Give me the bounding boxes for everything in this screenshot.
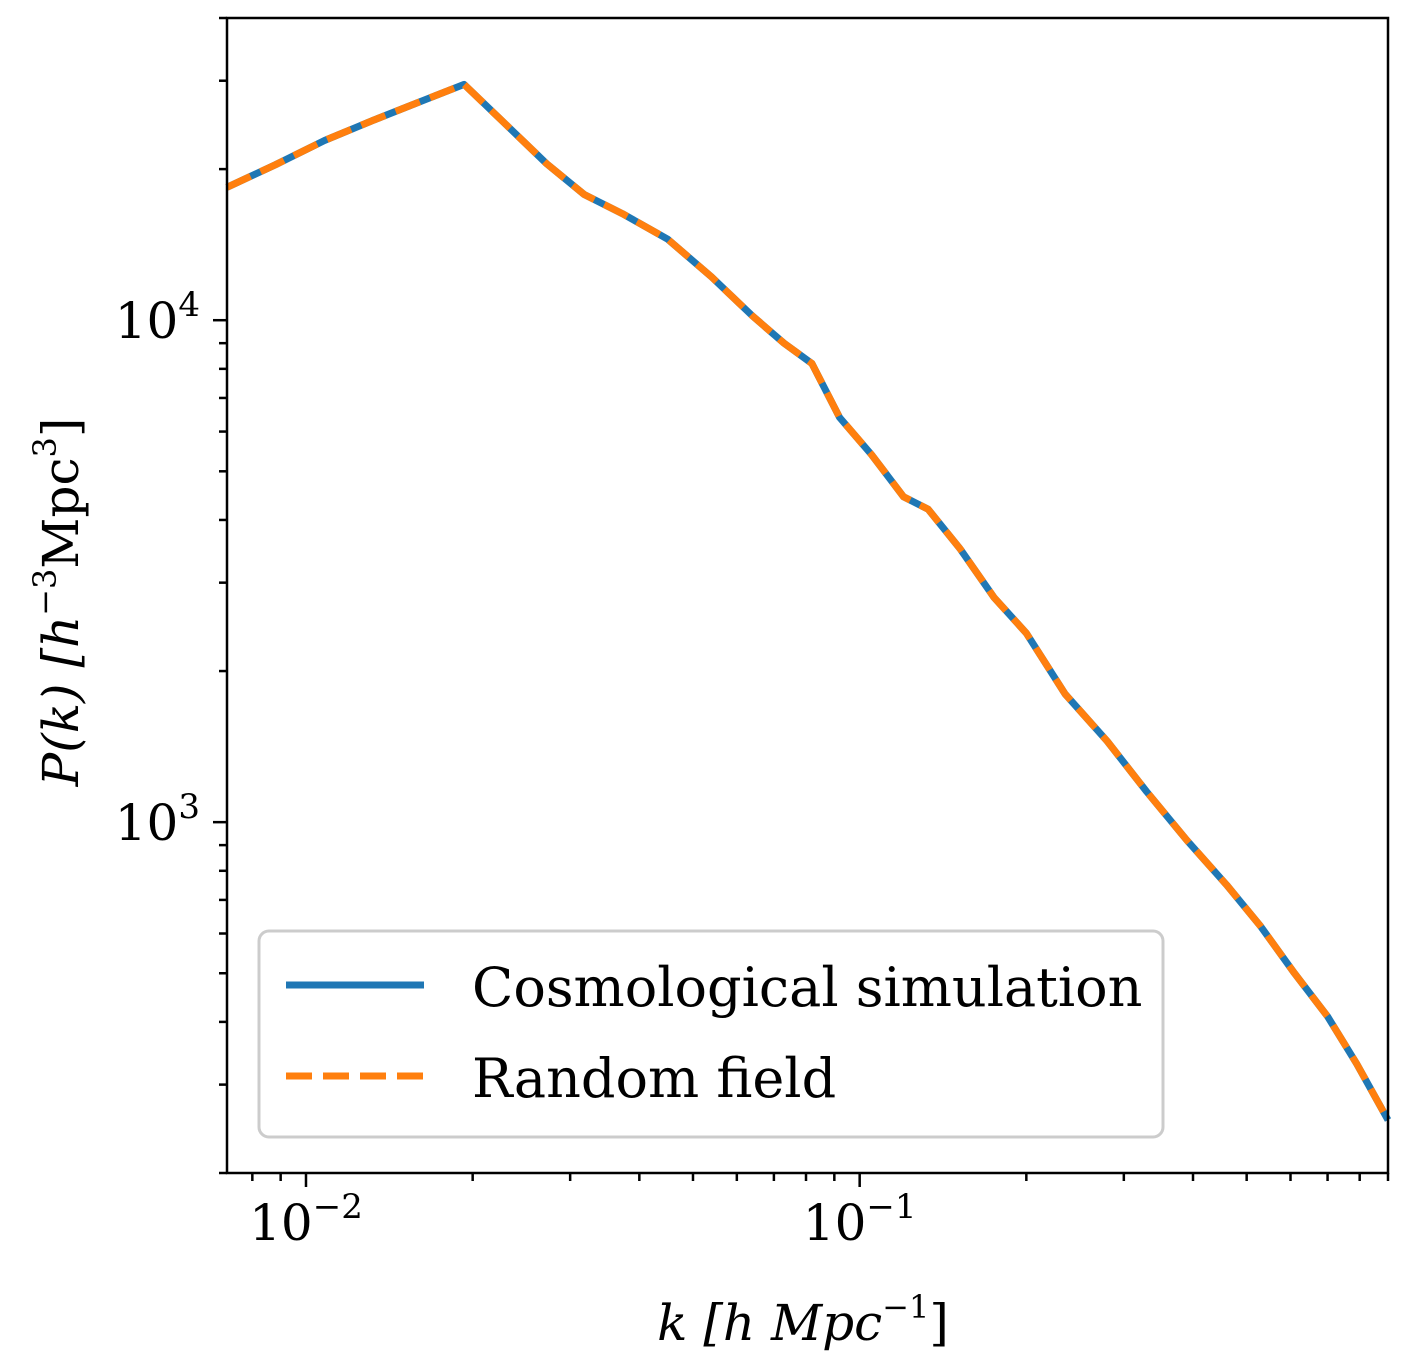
y-tick-label: 104 — [115, 285, 200, 350]
legend: Cosmological simulation Random field — [257, 929, 1165, 1139]
y-tick-label: 103 — [115, 787, 200, 852]
x-axis-title-close: ] — [929, 1294, 949, 1352]
y-axis-title: P(k) [h−3Mpc3] — [26, 418, 90, 788]
x-axis-title-sup: −1 — [882, 1288, 929, 1326]
y-axis-title-close: ] — [32, 418, 90, 438]
series-layer — [225, 80, 1392, 1122]
series-line-random-field — [225, 80, 1392, 1122]
x-tick-label: 10−1 — [803, 1187, 917, 1252]
y-axis-title-sup2: 3 — [26, 437, 64, 457]
legend-label-cosmological-simulation: Cosmological simulation — [472, 956, 1142, 1019]
x-axis-title-main: k [h Mpc — [657, 1294, 882, 1352]
y-axis-title-sup: −3 — [26, 569, 64, 616]
ticks-layer: 10−2 10−1 103 104 — [115, 16, 1390, 1252]
y-axis-title-main: P(k) [h — [32, 616, 90, 788]
legend-label-random-field: Random field — [472, 1047, 836, 1110]
y-axis-title-mid: Mpc — [32, 457, 90, 568]
legend-box — [257, 929, 1165, 1139]
plot-frame — [225, 16, 1390, 1175]
x-tick-label: 10−2 — [249, 1187, 363, 1252]
x-axis-title: k [h Mpc−1] — [657, 1288, 949, 1352]
